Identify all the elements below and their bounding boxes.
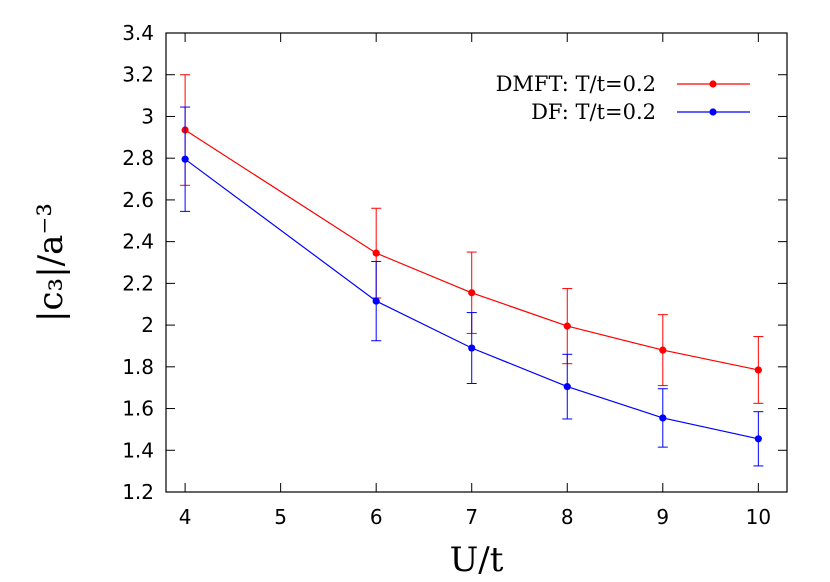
x-tick-label: 10	[746, 505, 771, 529]
x-tick-label: 7	[465, 505, 478, 529]
y-tick-label: 1.2	[122, 480, 154, 504]
data-point	[659, 346, 667, 354]
legend-label: DMFT: T/t=0.2	[496, 72, 656, 96]
axis-titles: U/t |c₃|/a⁻³	[31, 203, 504, 580]
data-point	[181, 155, 189, 163]
data-point	[563, 322, 571, 330]
legend-label: DF: T/t=0.2	[531, 100, 656, 124]
series-df	[180, 106, 764, 467]
x-axis-title: U/t	[450, 540, 504, 580]
y-tick-label: 3	[141, 104, 154, 128]
data-point	[754, 366, 762, 374]
x-tick-label: 6	[370, 505, 383, 529]
plot-border	[165, 32, 788, 493]
y-tick-label: 3.4	[122, 21, 154, 45]
series-layer	[180, 74, 764, 467]
x-tick-label: 8	[561, 505, 574, 529]
legend-marker	[709, 108, 717, 116]
x-tick-label: 5	[274, 505, 287, 529]
axis-ticks: 4 5 6 7 8 9 10 1.2 1.4 1.6 1.8 2 2.2 2.4 2.6 2.8 3 3.2 3.4	[122, 21, 787, 529]
x-tick-label: 9	[656, 505, 669, 529]
series-line	[184, 129, 759, 371]
data-point	[468, 344, 476, 352]
series-line	[184, 158, 759, 440]
y-tick-label: 1.6	[122, 397, 154, 421]
y-tick-label: 2.4	[122, 230, 154, 254]
data-point	[372, 249, 380, 257]
y-tick-label: 2.2	[122, 271, 154, 295]
legend-marker	[709, 80, 717, 88]
data-point	[659, 414, 667, 422]
data-point	[563, 383, 571, 391]
y-tick-label: 3.2	[122, 63, 154, 87]
data-point	[372, 297, 380, 305]
y-tick-label: 1.4	[122, 438, 154, 462]
y-tick-label: 1.8	[122, 355, 154, 379]
legend: DMFT: T/t=0.2 DF: T/t=0.2	[496, 72, 750, 124]
data-point	[468, 289, 476, 297]
data-point	[754, 435, 762, 443]
y-tick-label: 2	[141, 313, 154, 337]
y-axis-title: |c₃|/a⁻³	[31, 203, 71, 322]
x-tick-label: 4	[179, 505, 192, 529]
plot-frame	[165, 32, 788, 493]
y-tick-label: 2.8	[122, 146, 154, 170]
y-tick-label: 2.6	[122, 188, 154, 212]
